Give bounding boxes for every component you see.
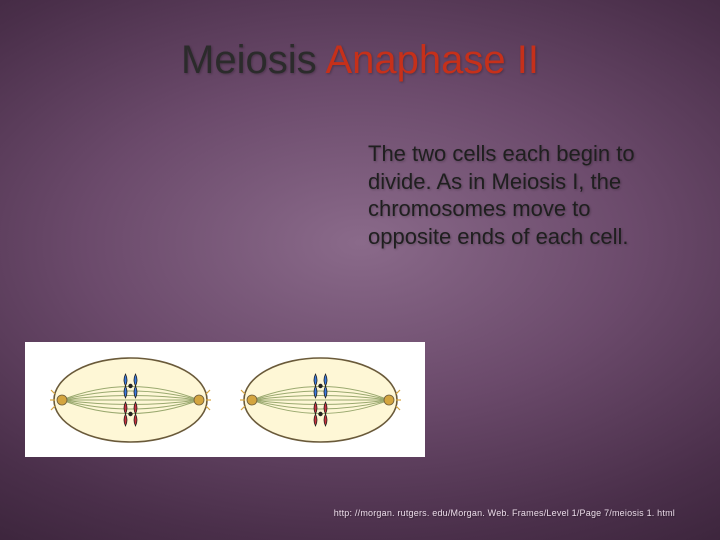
title-prefix: Meiosis xyxy=(181,38,326,82)
cell-diagram-right xyxy=(238,352,403,448)
slide-title: Meiosis Anaphase II xyxy=(0,38,720,83)
cell-diagram-panel xyxy=(25,342,425,457)
title-accent: Anaphase II xyxy=(326,38,540,82)
citation-text: http: //morgan. rutgers. edu/Morgan. Web… xyxy=(334,508,675,518)
slide: Meiosis Anaphase II The two cells each b… xyxy=(0,0,720,540)
body-text: The two cells each begin to divide. As i… xyxy=(368,140,648,250)
cell-diagram-left xyxy=(48,352,213,448)
